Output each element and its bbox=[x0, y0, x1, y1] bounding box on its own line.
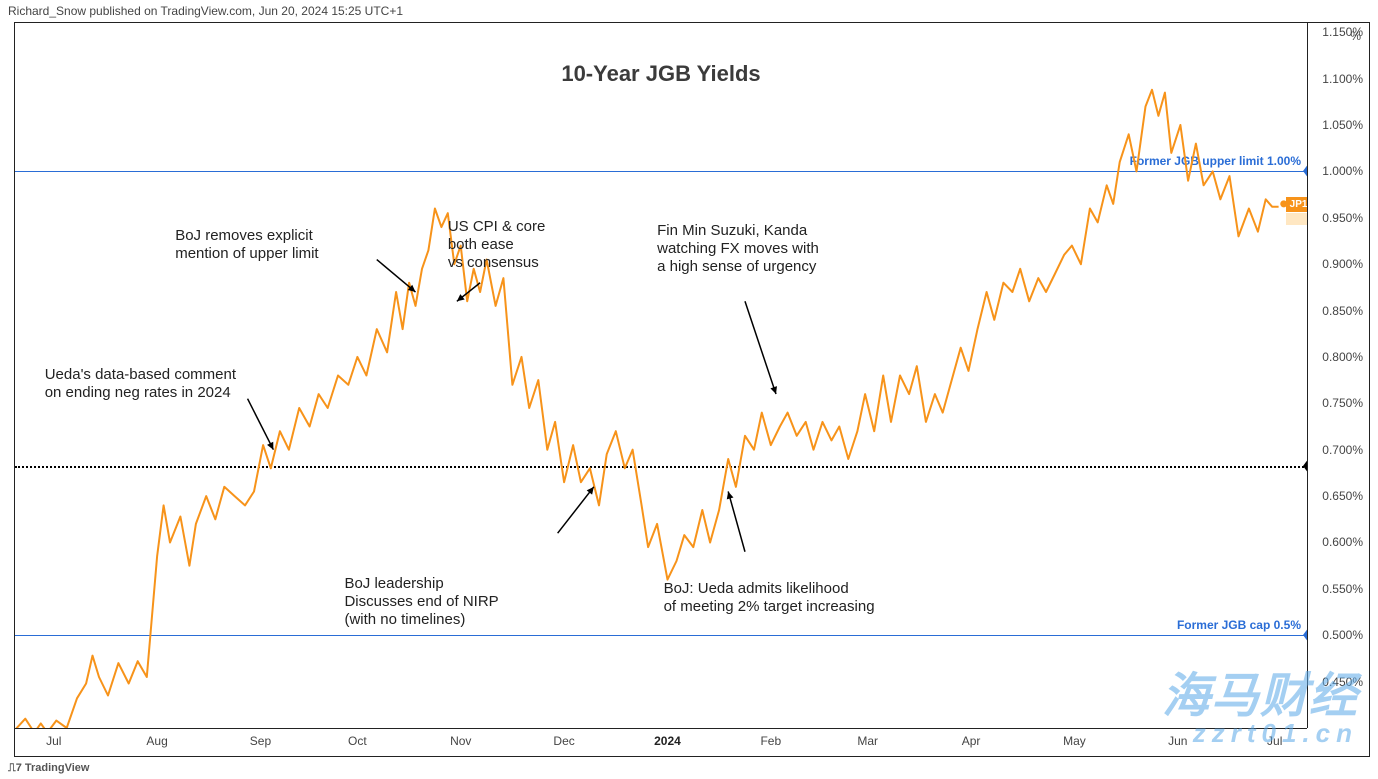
plot-area[interactable]: 10-Year JGB YieldsFormer JGB upper limit… bbox=[15, 23, 1307, 728]
y-tick: 0.650% bbox=[1322, 489, 1363, 503]
x-tick: May bbox=[1063, 734, 1086, 748]
y-tick: 0.750% bbox=[1322, 396, 1363, 410]
y-tick: 0.700% bbox=[1322, 443, 1363, 457]
x-tick: Sep bbox=[250, 734, 271, 748]
x-tick: Nov bbox=[450, 734, 471, 748]
x-tick: Aug bbox=[146, 734, 167, 748]
x-tick: Feb bbox=[760, 734, 781, 748]
y-tick: 0.500% bbox=[1322, 628, 1363, 642]
x-axis: Jul Aug Sep Oct Nov Dec 2024 Feb Mar Apr May Jun Jul bbox=[15, 728, 1307, 756]
x-tick: Jul bbox=[1267, 734, 1282, 748]
x-tick: 2024 bbox=[654, 734, 681, 748]
x-tick: Oct bbox=[348, 734, 367, 748]
y-tick: 0.600% bbox=[1322, 535, 1363, 549]
y-tick: 0.950% bbox=[1322, 211, 1363, 225]
publish-meta: Richard_Snow published on TradingView.co… bbox=[8, 4, 403, 18]
y-tick: 1.050% bbox=[1322, 118, 1363, 132]
annotation: US CPI & core both ease vs consensus bbox=[448, 218, 546, 272]
y-tick: 0.900% bbox=[1322, 257, 1363, 271]
y-tick: 1.150% bbox=[1322, 25, 1363, 39]
annotation: Fin Min Suzuki, Kanda watching FX moves … bbox=[657, 222, 819, 276]
x-tick: Mar bbox=[857, 734, 878, 748]
y-tick: 1.000% bbox=[1322, 164, 1363, 178]
y-axis: % 1.150%1.100%1.050%1.000%0.950%0.900%0.… bbox=[1307, 23, 1369, 728]
x-tick: Apr bbox=[962, 734, 981, 748]
y-tick: 0.800% bbox=[1322, 350, 1363, 364]
annotation: Ueda's data-based comment on ending neg … bbox=[45, 366, 236, 402]
annotation: BoJ removes explicit mention of upper li… bbox=[175, 227, 318, 263]
x-tick: Jul bbox=[46, 734, 61, 748]
annotation: BoJ: Ueda admits likelihood of meeting 2… bbox=[664, 580, 875, 616]
tradingview-logo: ⎍7 TradingView bbox=[8, 762, 89, 775]
y-tick: 0.450% bbox=[1322, 675, 1363, 689]
x-tick: Jun bbox=[1168, 734, 1187, 748]
y-tick: 0.550% bbox=[1322, 582, 1363, 596]
annotation: BoJ leadership Discusses end of NIRP (wi… bbox=[344, 575, 498, 629]
chart-container: 10-Year JGB YieldsFormer JGB upper limit… bbox=[14, 22, 1370, 757]
y-tick: 1.100% bbox=[1322, 72, 1363, 86]
x-tick: Dec bbox=[553, 734, 574, 748]
y-tick: 0.850% bbox=[1322, 304, 1363, 318]
